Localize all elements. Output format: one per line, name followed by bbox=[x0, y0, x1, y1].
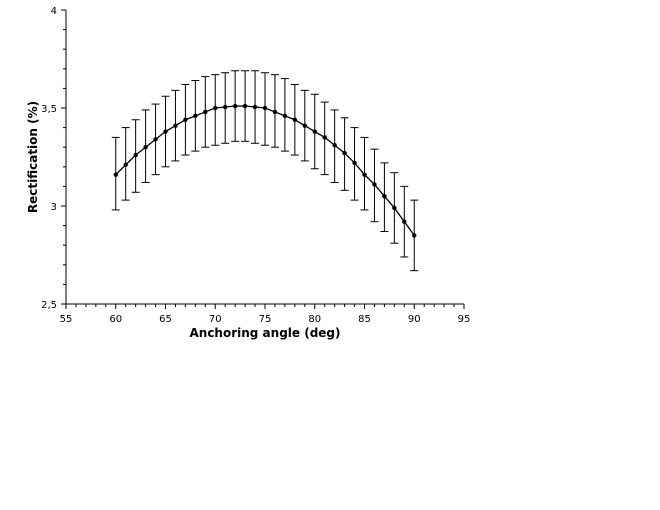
x-tick-label: 75 bbox=[259, 314, 272, 325]
y-ticks: 2,5 3 3,5 4 bbox=[41, 6, 66, 311]
data-point bbox=[402, 219, 407, 224]
data-point bbox=[282, 113, 288, 119]
x-tick-label: 95 bbox=[458, 314, 471, 325]
data-point bbox=[223, 104, 228, 110]
data-point bbox=[292, 117, 298, 122]
data-point bbox=[252, 104, 258, 110]
data-point bbox=[272, 109, 278, 115]
data-point bbox=[133, 152, 138, 158]
data-point bbox=[153, 137, 158, 142]
data-point bbox=[322, 135, 327, 140]
data-point bbox=[302, 123, 307, 128]
data-point bbox=[213, 105, 218, 111]
data-point bbox=[193, 113, 198, 119]
data-point bbox=[242, 103, 248, 109]
x-tick-label: 85 bbox=[358, 314, 371, 325]
data-point bbox=[123, 162, 128, 168]
data-point bbox=[163, 129, 168, 134]
x-tick-label: 65 bbox=[159, 314, 172, 325]
data-point bbox=[262, 105, 268, 111]
y-tick-label: 3,5 bbox=[41, 104, 57, 115]
data-point bbox=[332, 143, 337, 148]
data-point bbox=[203, 109, 208, 115]
x-ticks: 55 60 65 70 75 80 85 90 95 bbox=[60, 304, 471, 325]
data-point bbox=[392, 205, 397, 211]
series-group bbox=[113, 103, 417, 238]
data-point bbox=[412, 233, 417, 238]
data-point bbox=[362, 172, 367, 177]
x-tick-label: 60 bbox=[109, 314, 122, 325]
y-tick-label: 3 bbox=[51, 202, 57, 213]
data-point bbox=[382, 194, 387, 199]
x-tick-label: 55 bbox=[60, 314, 73, 325]
x-tick-label: 80 bbox=[308, 314, 321, 325]
x-tick-label: 90 bbox=[408, 314, 421, 325]
data-point bbox=[232, 103, 238, 109]
x-tick-label: 70 bbox=[209, 314, 222, 325]
x-axis-label: Anchoring angle (deg) bbox=[189, 326, 340, 340]
data-point bbox=[372, 182, 377, 187]
error-bars bbox=[111, 70, 419, 272]
data-point bbox=[113, 172, 118, 177]
y-tick-label: 4 bbox=[51, 6, 57, 17]
data-point bbox=[352, 160, 357, 166]
y-axis-label: Rectification (%) bbox=[26, 101, 40, 213]
data-point bbox=[342, 150, 347, 156]
y-tick-label: 2,5 bbox=[41, 300, 57, 311]
data-point bbox=[183, 117, 188, 122]
data-point bbox=[312, 129, 317, 134]
data-point bbox=[173, 123, 178, 128]
data-point bbox=[143, 145, 148, 150]
